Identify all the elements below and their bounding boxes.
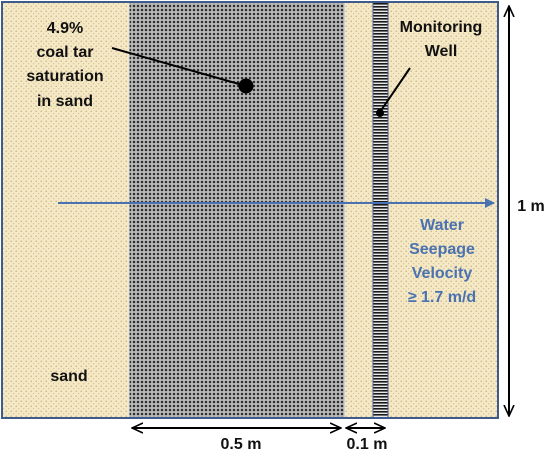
tar-label-line2: coal tar [37, 44, 94, 61]
height-label: 1 m [517, 198, 545, 215]
tar-callout-dot [238, 78, 254, 94]
coal-tar-zone [128, 1, 346, 419]
sand-label: sand [50, 368, 87, 385]
gap-width-label: 0.1 m [347, 436, 388, 453]
tar-label-line1: 4.9% [47, 20, 83, 37]
tar-label-line4: in sand [37, 93, 93, 110]
tar-label-line3: saturation [26, 68, 103, 85]
well-callout-dot [376, 109, 384, 117]
well-callout-line [379, 67, 411, 113]
monitoring-well [372, 1, 389, 419]
flow-label-line4: ≥ 1.7 m/d [408, 289, 476, 306]
well-label-line1: Monitoring [400, 19, 483, 36]
flow-label-line3: Velocity [412, 265, 473, 282]
tar-callout-line [111, 47, 247, 87]
tar-width-label: 0.5 m [221, 436, 262, 453]
well-label-line2: Well [425, 43, 458, 60]
domain-frame [1, 1, 499, 419]
flow-label-line1: Water [420, 217, 464, 234]
flow-label-line2: Seepage [409, 241, 475, 258]
